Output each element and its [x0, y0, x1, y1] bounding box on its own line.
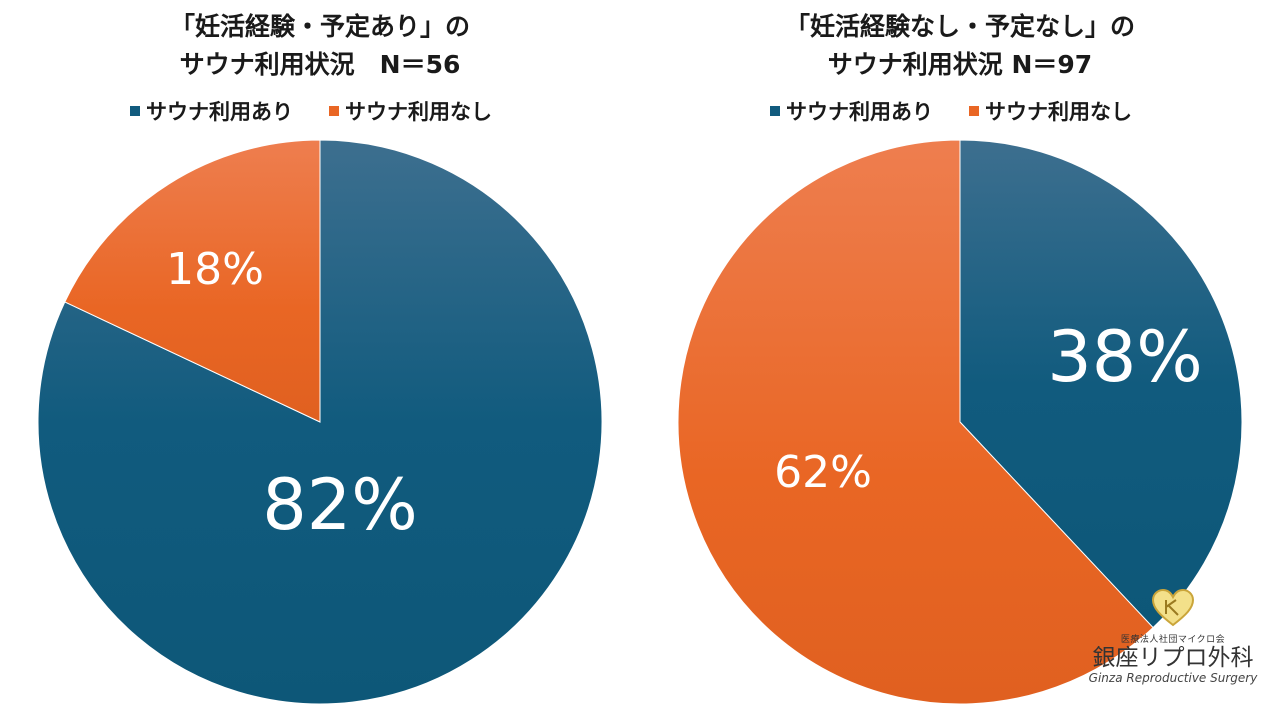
logo-english-text: Ginza Reproductive Surgery: [1088, 671, 1258, 685]
legend-label: サウナ利用なし: [345, 100, 492, 124]
pie-0-slice-0: [37, 139, 603, 705]
legend-item-sauna-yes: サウナ利用あり: [770, 96, 933, 126]
legend-item-sauna-no: サウナ利用なし: [969, 96, 1132, 126]
pie-1-slice-0: [959, 139, 1243, 629]
legend-left: サウナ利用あり サウナ利用なし: [130, 96, 492, 126]
logo-org-text: 医療法人社団マイクロ会: [1120, 635, 1226, 645]
legend-swatch-blue: [770, 106, 780, 116]
pie-1-slice-1: [677, 139, 1154, 705]
pie-1-data-label-1: 62%: [774, 447, 872, 498]
chart-title-left: 「妊活経験・予定あり」の サウナ利用状況 N＝56: [169, 12, 470, 79]
legend-right: サウナ利用あり サウナ利用なし: [770, 96, 1132, 126]
legend-label: サウナ利用なし: [985, 100, 1132, 124]
legend-swatch-orange: [969, 106, 979, 116]
clinic-logo: 医療法人社団マイクロ会 銀座リプロ外科 Ginza Reproductive S…: [1078, 588, 1268, 713]
pie-0-slice-1: [64, 139, 321, 423]
legend-swatch-orange: [329, 106, 339, 116]
pie-1-data-label-0: 38%: [1047, 316, 1203, 398]
pie-0-data-label-0: 82%: [262, 464, 418, 546]
pie-0-data-label-1: 18%: [166, 244, 264, 295]
chart-title-right: 「妊活経験なし・予定なし」の サウナ利用状況 N＝97: [784, 12, 1135, 79]
legend-label: サウナ利用あり: [786, 100, 933, 124]
legend-label: サウナ利用あり: [146, 100, 293, 124]
heart-logo-icon: [1151, 588, 1195, 627]
legend-item-sauna-no: サウナ利用なし: [329, 96, 492, 126]
legend-swatch-blue: [130, 106, 140, 116]
logo-name-text: 銀座リプロ外科: [1092, 645, 1254, 671]
legend-item-sauna-yes: サウナ利用あり: [130, 96, 293, 126]
